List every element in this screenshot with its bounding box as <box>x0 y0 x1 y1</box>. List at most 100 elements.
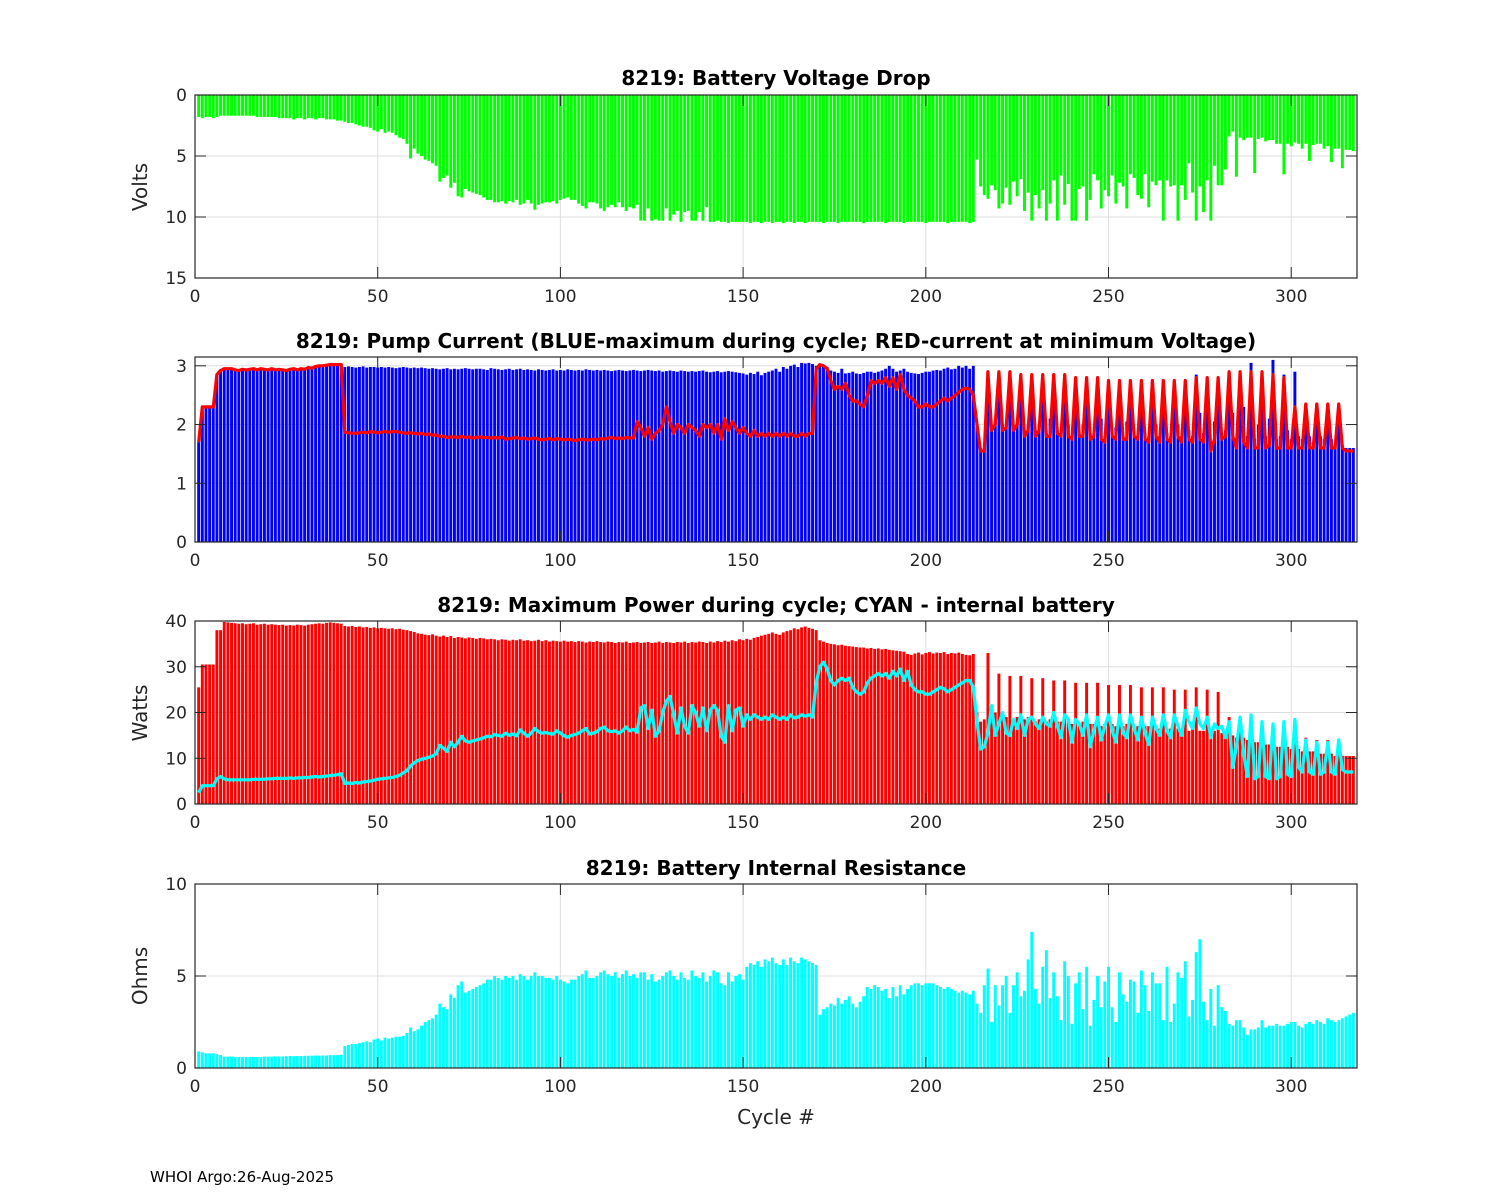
bar <box>1023 95 1026 211</box>
bar <box>1092 999 1096 1068</box>
bar <box>756 371 760 542</box>
bar <box>957 95 961 222</box>
bar <box>1154 726 1158 804</box>
bar <box>1275 1023 1279 1068</box>
x-tick-label: 100 <box>544 287 576 307</box>
bar <box>288 95 292 119</box>
bar <box>1176 728 1180 804</box>
bar <box>504 369 508 542</box>
bar <box>288 625 292 804</box>
x-tick-label: 50 <box>367 813 389 833</box>
bar <box>405 95 409 144</box>
bar <box>774 95 778 222</box>
bar <box>569 979 573 1068</box>
bar <box>621 642 624 804</box>
bar <box>763 95 767 222</box>
bar <box>325 1055 329 1068</box>
bar <box>975 95 979 160</box>
bar <box>1030 931 1034 1068</box>
bar <box>759 375 763 542</box>
x-tick-label: 250 <box>1092 551 1124 571</box>
bar <box>1099 726 1103 804</box>
bar <box>621 974 624 1068</box>
bar <box>1110 95 1114 176</box>
bar <box>1318 1022 1322 1068</box>
bar <box>1110 433 1114 542</box>
bar <box>515 369 519 542</box>
bar <box>1348 95 1352 150</box>
bar <box>917 983 920 1068</box>
bar <box>917 374 920 542</box>
bar <box>716 972 719 1068</box>
bar <box>917 95 920 222</box>
bar <box>1158 436 1162 542</box>
bar <box>569 641 573 804</box>
bar <box>818 364 822 542</box>
bar <box>1216 95 1220 186</box>
bar <box>398 95 402 138</box>
bar <box>1088 433 1092 542</box>
bar <box>1059 433 1063 542</box>
bar <box>226 368 230 542</box>
bar <box>1121 726 1125 804</box>
bar <box>727 95 730 224</box>
bar <box>971 95 975 222</box>
bar <box>690 95 694 221</box>
bar <box>1055 95 1059 221</box>
bar <box>1337 403 1341 542</box>
bar <box>526 640 529 804</box>
bar <box>825 1007 829 1068</box>
bar <box>887 998 891 1068</box>
bar <box>924 371 928 542</box>
bar <box>1264 95 1268 142</box>
bar <box>584 970 588 1068</box>
bar <box>427 368 431 542</box>
y-tick-label: 30 <box>165 658 187 678</box>
bar <box>679 95 683 222</box>
bar <box>1096 976 1100 1068</box>
bar <box>478 368 482 542</box>
bar <box>829 643 833 804</box>
bar <box>1253 439 1257 542</box>
bar <box>829 370 833 542</box>
bar <box>474 368 478 542</box>
bar <box>1216 691 1220 804</box>
bar <box>471 369 475 542</box>
bar <box>533 95 537 210</box>
bar <box>431 368 434 542</box>
bar <box>1023 990 1026 1068</box>
bar <box>347 626 350 804</box>
bar <box>1322 439 1326 542</box>
bar <box>661 642 665 804</box>
bar <box>884 648 888 804</box>
bar <box>321 1055 325 1068</box>
bar <box>920 372 924 542</box>
bar <box>1147 436 1151 542</box>
bar <box>617 642 621 804</box>
bar <box>456 369 460 542</box>
bar <box>716 641 719 804</box>
bar <box>621 95 624 208</box>
bar <box>1077 972 1081 1068</box>
bar <box>1136 95 1140 196</box>
bar <box>336 623 339 804</box>
bar <box>1198 939 1202 1068</box>
bar <box>1008 95 1012 205</box>
bar <box>1344 448 1348 542</box>
bar <box>657 979 661 1068</box>
bar <box>814 95 818 222</box>
bar <box>898 95 902 222</box>
series-line <box>197 660 1354 794</box>
bar <box>219 630 223 804</box>
bar <box>299 1056 303 1068</box>
bar <box>219 1055 223 1068</box>
bar <box>1205 377 1209 542</box>
bar <box>547 95 551 203</box>
bar <box>737 95 741 222</box>
bar <box>741 979 745 1068</box>
bar <box>449 95 453 188</box>
bar <box>1114 1022 1118 1068</box>
bar <box>416 95 420 154</box>
bar <box>365 367 369 542</box>
y-tick-label: 0 <box>176 795 187 815</box>
